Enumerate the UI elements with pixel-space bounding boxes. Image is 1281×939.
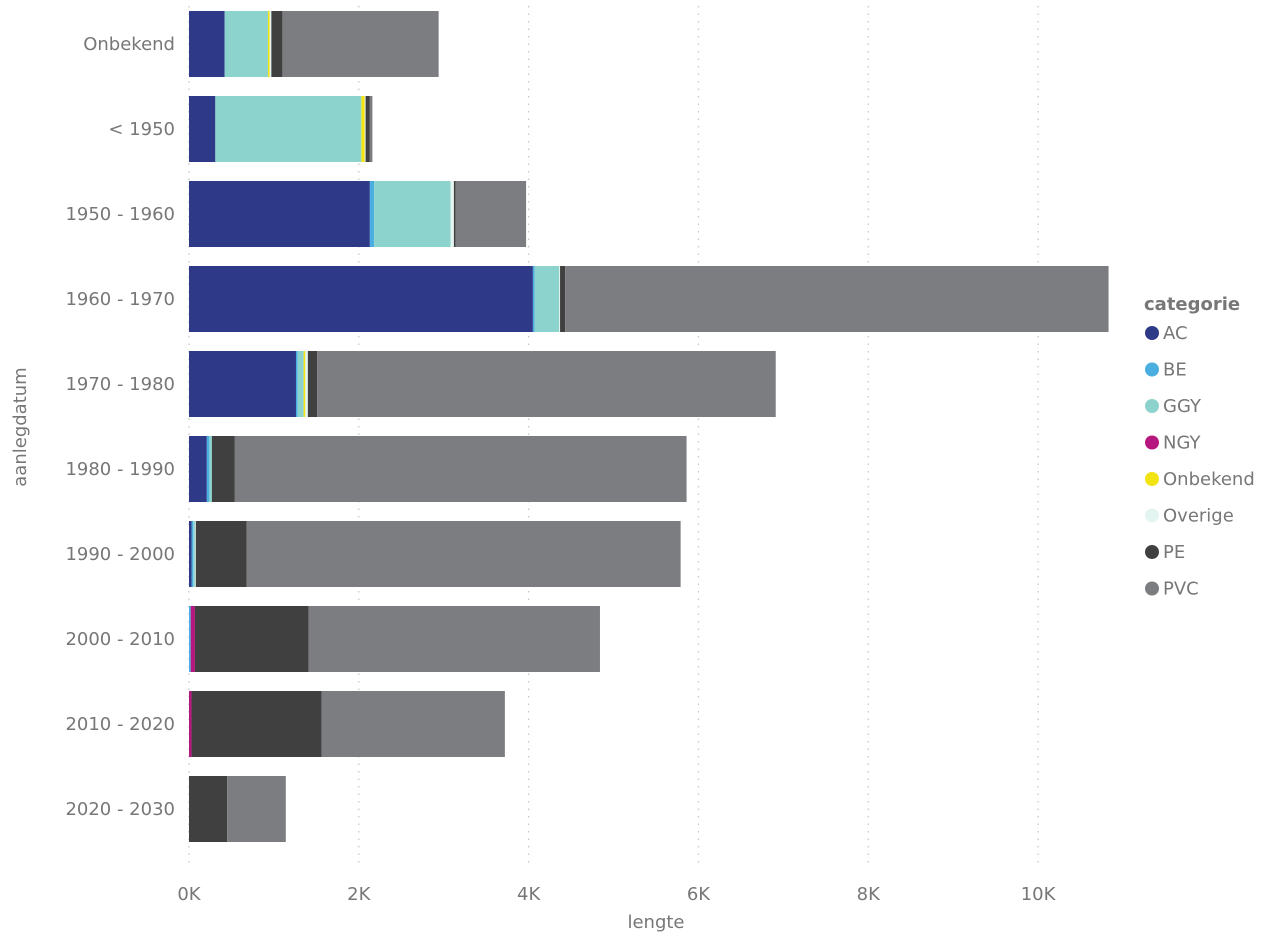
y-tick-label: 2010 - 2020 (65, 714, 175, 735)
bar-segment[interactable] (374, 181, 451, 247)
bar-segment[interactable] (308, 606, 600, 672)
bar-segment[interactable] (303, 351, 306, 417)
bar-segment[interactable] (295, 351, 298, 417)
bar-segment[interactable] (189, 181, 370, 247)
bar-segment[interactable] (191, 521, 194, 587)
bar-segment[interactable] (211, 436, 235, 502)
y-tick-label: 1960 - 1970 (65, 289, 175, 310)
legend-marker (1145, 399, 1159, 413)
bar-segment[interactable] (194, 606, 309, 672)
bar-segment[interactable] (189, 11, 225, 77)
y-tick-label: Onbekend (83, 34, 175, 55)
bar-segment[interactable] (560, 266, 566, 332)
bar-segment[interactable] (193, 521, 195, 587)
bar-segment[interactable] (453, 181, 456, 247)
legend-label: Overige (1163, 506, 1234, 527)
bar-segment[interactable] (321, 691, 505, 757)
legend-marker (1145, 508, 1159, 523)
bar-segment[interactable] (271, 11, 283, 77)
legend-label: NGY (1163, 433, 1202, 454)
bar-segment[interactable] (267, 11, 270, 77)
bar-segment[interactable] (189, 691, 192, 757)
bar-segment[interactable] (191, 691, 322, 757)
bar-segment[interactable] (246, 521, 681, 587)
x-tick-label: 10K (1021, 884, 1057, 905)
bar-segment[interactable] (305, 351, 308, 417)
x-tick-label: 8K (857, 884, 881, 905)
bar-segment[interactable] (194, 521, 196, 587)
bar-segment[interactable] (224, 11, 268, 77)
y-tick-label: 1990 - 2000 (65, 544, 175, 565)
legend-label: Onbekend (1163, 469, 1255, 490)
bar-segment[interactable] (209, 436, 212, 502)
bar-segment[interactable] (234, 436, 687, 502)
legend-label: PE (1163, 542, 1185, 563)
bar-segment[interactable] (565, 266, 1109, 332)
y-axis-tick-labels: Onbekend < 1950 1950 - 1960 1960 - 1970 1970… (65, 34, 175, 820)
y-tick-label: 1950 - 1960 (65, 204, 175, 225)
bar-segment[interactable] (189, 96, 216, 162)
x-tick-label: 2K (347, 884, 371, 905)
x-tick-label: 0K (177, 884, 201, 905)
legend-title: categorie (1144, 294, 1240, 315)
bar-segment[interactable] (227, 776, 286, 842)
bar-segment[interactable] (206, 436, 210, 502)
bar-segment[interactable] (307, 351, 318, 417)
y-tick-label: 2020 - 2030 (65, 799, 175, 820)
x-tick-label: 6K (687, 884, 711, 905)
bar-segment[interactable] (317, 351, 776, 417)
legend-marker (1145, 581, 1159, 596)
legend-marker (1145, 435, 1159, 450)
bar-segment[interactable] (189, 351, 296, 417)
y-axis-title: aanlegdatum (10, 367, 31, 486)
bar-segment[interactable] (297, 351, 304, 417)
bar-segment[interactable] (365, 96, 370, 162)
bar-segment[interactable] (364, 96, 366, 162)
bar-segment[interactable] (559, 266, 561, 332)
legend-label: BE (1163, 360, 1187, 381)
bar-segment[interactable] (269, 11, 272, 77)
bar-segment[interactable] (189, 521, 192, 587)
x-axis-tick-labels: 0K 2K 4K 6K 8K 10K (177, 884, 1056, 905)
legend-label: AC (1163, 323, 1188, 344)
bar-segment[interactable] (369, 96, 373, 162)
bar-segment[interactable] (195, 521, 247, 587)
legend-items: AC BE GGY NGY Onbekend Overige PE PVC (1145, 323, 1255, 600)
bar-segment[interactable] (361, 96, 365, 162)
legend-marker (1145, 362, 1159, 377)
x-tick-label: 4K (517, 884, 541, 905)
legend-label: PVC (1163, 579, 1199, 600)
y-tick-label: 1970 - 1980 (65, 374, 175, 395)
y-tick-label: 1980 - 1990 (65, 459, 175, 480)
bar-segment[interactable] (369, 181, 375, 247)
bars (189, 11, 1109, 842)
bar-segment[interactable] (455, 181, 527, 247)
legend-label: GGY (1163, 396, 1202, 417)
bar-segment[interactable] (189, 266, 533, 332)
x-axis-title: lengte (627, 912, 684, 933)
bar-segment[interactable] (532, 266, 535, 332)
bar-segment[interactable] (190, 606, 195, 672)
bar-segment[interactable] (282, 11, 439, 77)
bar-segment[interactable] (189, 436, 207, 502)
legend: categorie AC BE GGY NGY Onbekend Overige PE PVC (1144, 294, 1255, 600)
bar-segment[interactable] (189, 606, 191, 672)
legend-marker (1145, 472, 1159, 486)
bar-segment[interactable] (450, 181, 454, 247)
bar-segment[interactable] (215, 96, 362, 162)
legend-marker (1145, 545, 1159, 559)
bar-segment[interactable] (534, 266, 560, 332)
y-tick-label: < 1950 (108, 119, 175, 140)
bar-segment[interactable] (189, 776, 228, 842)
y-tick-label: 2000 - 2010 (65, 629, 175, 650)
legend-marker (1145, 326, 1159, 340)
